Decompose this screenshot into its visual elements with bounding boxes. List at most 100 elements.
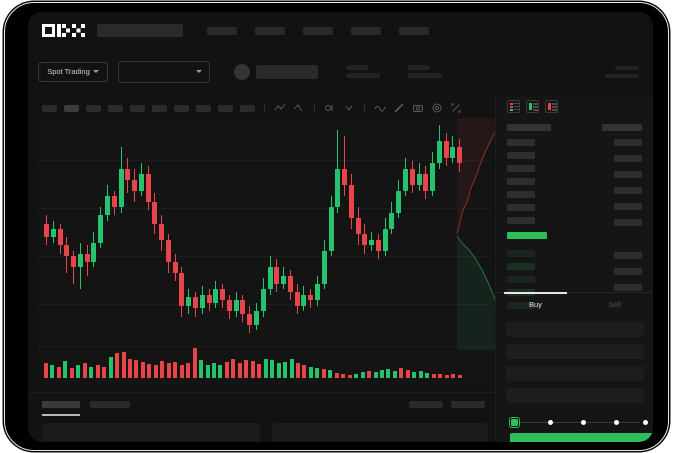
volume-bar (199, 360, 203, 378)
nav-item-2[interactable] (255, 27, 285, 35)
bottom-tab-2[interactable] (90, 401, 130, 408)
okx-logo[interactable] (42, 24, 85, 37)
volume-bar (238, 363, 242, 378)
order-field-3[interactable] (506, 366, 644, 381)
wave-icon[interactable] (374, 102, 386, 114)
stepper-step-3[interactable] (581, 420, 586, 425)
volume-bar (186, 363, 190, 378)
bottom-action-2[interactable] (451, 401, 485, 408)
stepper-step-5[interactable] (643, 420, 648, 425)
volume-bar (231, 359, 235, 378)
coin-avatar (234, 64, 250, 80)
order-field-2[interactable] (506, 344, 644, 359)
order-field-1[interactable] (506, 322, 644, 337)
orderbook-ask-row[interactable] (507, 152, 535, 159)
price-chart[interactable] (38, 118, 493, 388)
orderbook-right-row[interactable] (614, 284, 642, 291)
bottom-panels (42, 423, 488, 442)
orderbook-right-row[interactable] (614, 268, 642, 275)
primary-cta-button[interactable] (510, 433, 653, 442)
toolbar-divider (264, 103, 265, 113)
nav-item-5[interactable] (399, 27, 429, 35)
orderbook-view-bids-icon[interactable] (526, 100, 539, 113)
orderbook-right-row[interactable] (614, 171, 642, 178)
orderbook-right-row[interactable] (614, 139, 642, 146)
timeframe-chip-6[interactable] (152, 105, 167, 112)
stepper-step-1-current[interactable] (510, 418, 519, 427)
orderbook-right-row[interactable] (614, 155, 642, 162)
orderbook-header-right[interactable] (602, 124, 642, 131)
pair-stats (346, 65, 442, 78)
trading-mode-selector[interactable]: Spot Trading (38, 62, 108, 82)
volume-bar (83, 363, 87, 378)
orderbook-right-row[interactable] (614, 187, 642, 194)
timeframe-chip-4[interactable] (108, 105, 123, 112)
tab-buy[interactable]: Buy (496, 293, 575, 316)
volume-bar (277, 363, 281, 378)
volume-bar (302, 365, 306, 378)
tab-sell[interactable]: Sell (575, 293, 653, 316)
orderbook-spread-row[interactable] (507, 232, 547, 239)
camera-icon[interactable] (412, 102, 424, 114)
orderbook-bid-row[interactable] (507, 250, 535, 257)
volume-bar (335, 373, 339, 378)
volume-bar (451, 374, 455, 378)
orderbook-bid-row[interactable] (507, 263, 535, 270)
magnet-icon[interactable] (393, 102, 405, 114)
orderbook-ask-row[interactable] (507, 178, 535, 185)
volume-bar (315, 368, 319, 378)
orderbook-ask-row[interactable] (507, 139, 535, 146)
stat-item (408, 65, 442, 78)
timeframe-chip-7[interactable] (174, 105, 189, 112)
orderbook-view-both-icon[interactable] (507, 100, 520, 113)
bottom-panel-2[interactable] (272, 423, 488, 442)
volume-bar (458, 375, 462, 378)
bottom-action-1[interactable] (409, 401, 443, 408)
timeframe-chip-5[interactable] (130, 105, 145, 112)
shapes-icon[interactable] (343, 102, 355, 114)
chart-toolbar (28, 98, 488, 118)
orderbook-view-asks-icon[interactable] (545, 100, 558, 113)
volume-bar (270, 360, 274, 378)
orderbook-header-left[interactable] (507, 124, 551, 131)
bottom-panel-1[interactable] (42, 423, 260, 442)
orderbook-right-row[interactable] (614, 203, 642, 210)
stepper-step-4[interactable] (614, 420, 619, 425)
nav-item-4[interactable] (351, 27, 381, 35)
fullscreen-icon[interactable] (450, 102, 462, 114)
orderbook-ask-row[interactable] (507, 217, 535, 224)
orderbook[interactable] (496, 118, 653, 308)
timeframe-chip-8[interactable] (196, 105, 211, 112)
timeframe-chip-10[interactable] (240, 105, 255, 112)
stat-label (615, 66, 639, 70)
pair-selector[interactable] (118, 61, 210, 83)
orderbook-right-row[interactable] (614, 252, 642, 259)
timeframe-chip-2[interactable] (64, 105, 79, 112)
trendline-icon[interactable] (274, 102, 286, 114)
search-input[interactable] (97, 24, 183, 37)
orderbook-ask-row[interactable] (507, 191, 535, 198)
settings-icon[interactable] (431, 102, 443, 114)
volume-bar (361, 372, 365, 378)
volume-bar (309, 367, 313, 378)
orderbook-right-row[interactable] (614, 219, 642, 226)
stepper-step-2[interactable] (548, 420, 553, 425)
volume-bar (419, 371, 423, 378)
pair-name (256, 65, 318, 79)
timeframe-chip-1[interactable] (42, 105, 57, 112)
volume-bar (122, 352, 126, 378)
bottom-tab-1[interactable] (42, 401, 80, 408)
order-field-4[interactable] (506, 388, 644, 403)
fib-icon[interactable] (293, 102, 305, 114)
timeframe-chip-9[interactable] (218, 105, 233, 112)
timeframe-chip-3[interactable] (86, 105, 101, 112)
bottom-tab-bar (28, 392, 495, 442)
orderbook-ask-row[interactable] (507, 165, 535, 172)
volume-bar (128, 359, 132, 378)
orderbook-ask-row[interactable] (507, 204, 535, 211)
orderbook-bid-row[interactable] (507, 276, 535, 283)
text-icon[interactable] (324, 102, 336, 114)
volume-bar (322, 369, 326, 378)
nav-item-1[interactable] (207, 27, 237, 35)
nav-item-3[interactable] (303, 27, 333, 35)
